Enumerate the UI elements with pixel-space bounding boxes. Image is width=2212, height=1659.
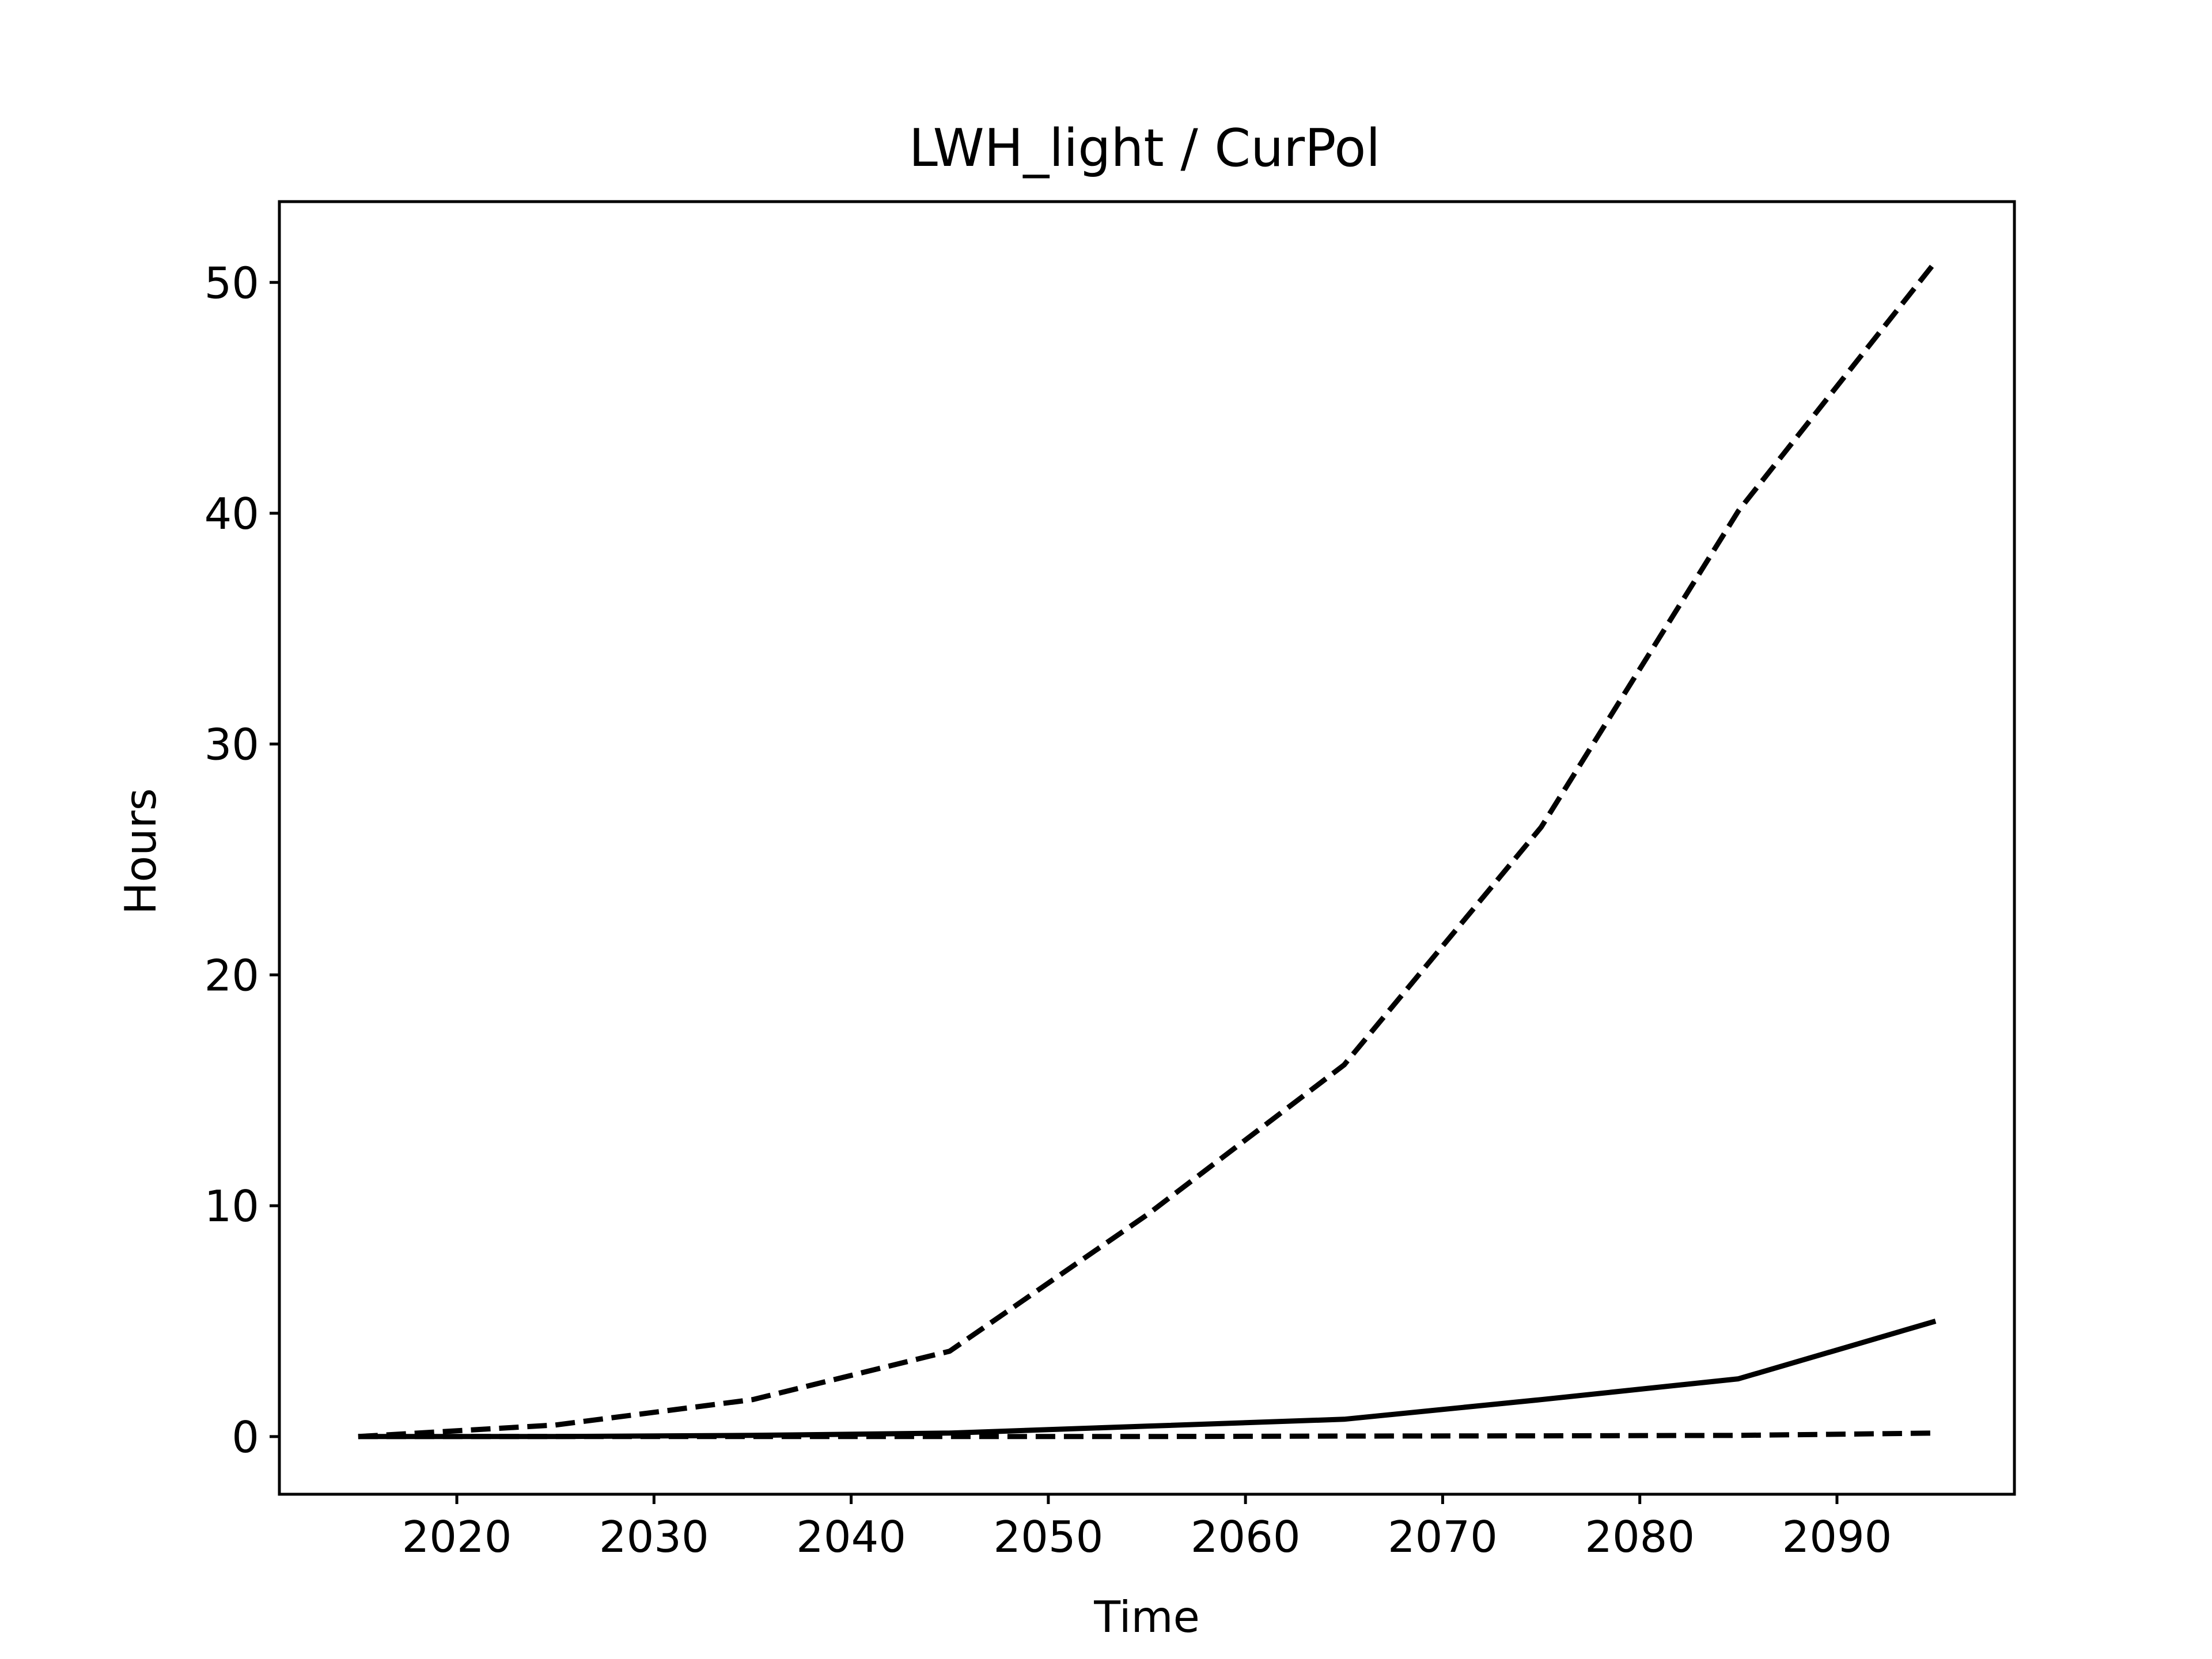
x-tick-label: 2080 xyxy=(1585,1512,1695,1562)
plot-frame xyxy=(278,200,2016,1496)
series-layer xyxy=(358,260,1938,1440)
y-tick-label: 40 xyxy=(204,488,259,539)
x-tick-label: 2070 xyxy=(1388,1512,1498,1562)
y-tick-label: 30 xyxy=(204,719,259,770)
series-line-3 xyxy=(358,1430,1936,1440)
x-tick-label: 2040 xyxy=(796,1512,906,1562)
y-tick-label: 10 xyxy=(204,1181,259,1232)
chart-title: LWH_light / CurPol xyxy=(909,118,1381,179)
x-tick-label: 2030 xyxy=(599,1512,709,1562)
x-tick-label: 2020 xyxy=(402,1512,512,1562)
y-tick-label: 50 xyxy=(204,257,259,308)
x-axis-label: Time xyxy=(1093,1592,1200,1642)
ticks-layer: 2020 2030 2040 2050 2060 2070 2080 209001020304… xyxy=(204,257,1892,1562)
y-tick-label: 20 xyxy=(204,950,259,1001)
y-tick-label: 0 xyxy=(232,1412,259,1463)
x-tick-label: 2050 xyxy=(993,1512,1103,1562)
x-tick-label: 2060 xyxy=(1191,1512,1301,1562)
series-line-1 xyxy=(358,260,1938,1440)
x-tick-label: 2090 xyxy=(1782,1512,1892,1562)
y-axis-label: Hours xyxy=(115,788,166,915)
